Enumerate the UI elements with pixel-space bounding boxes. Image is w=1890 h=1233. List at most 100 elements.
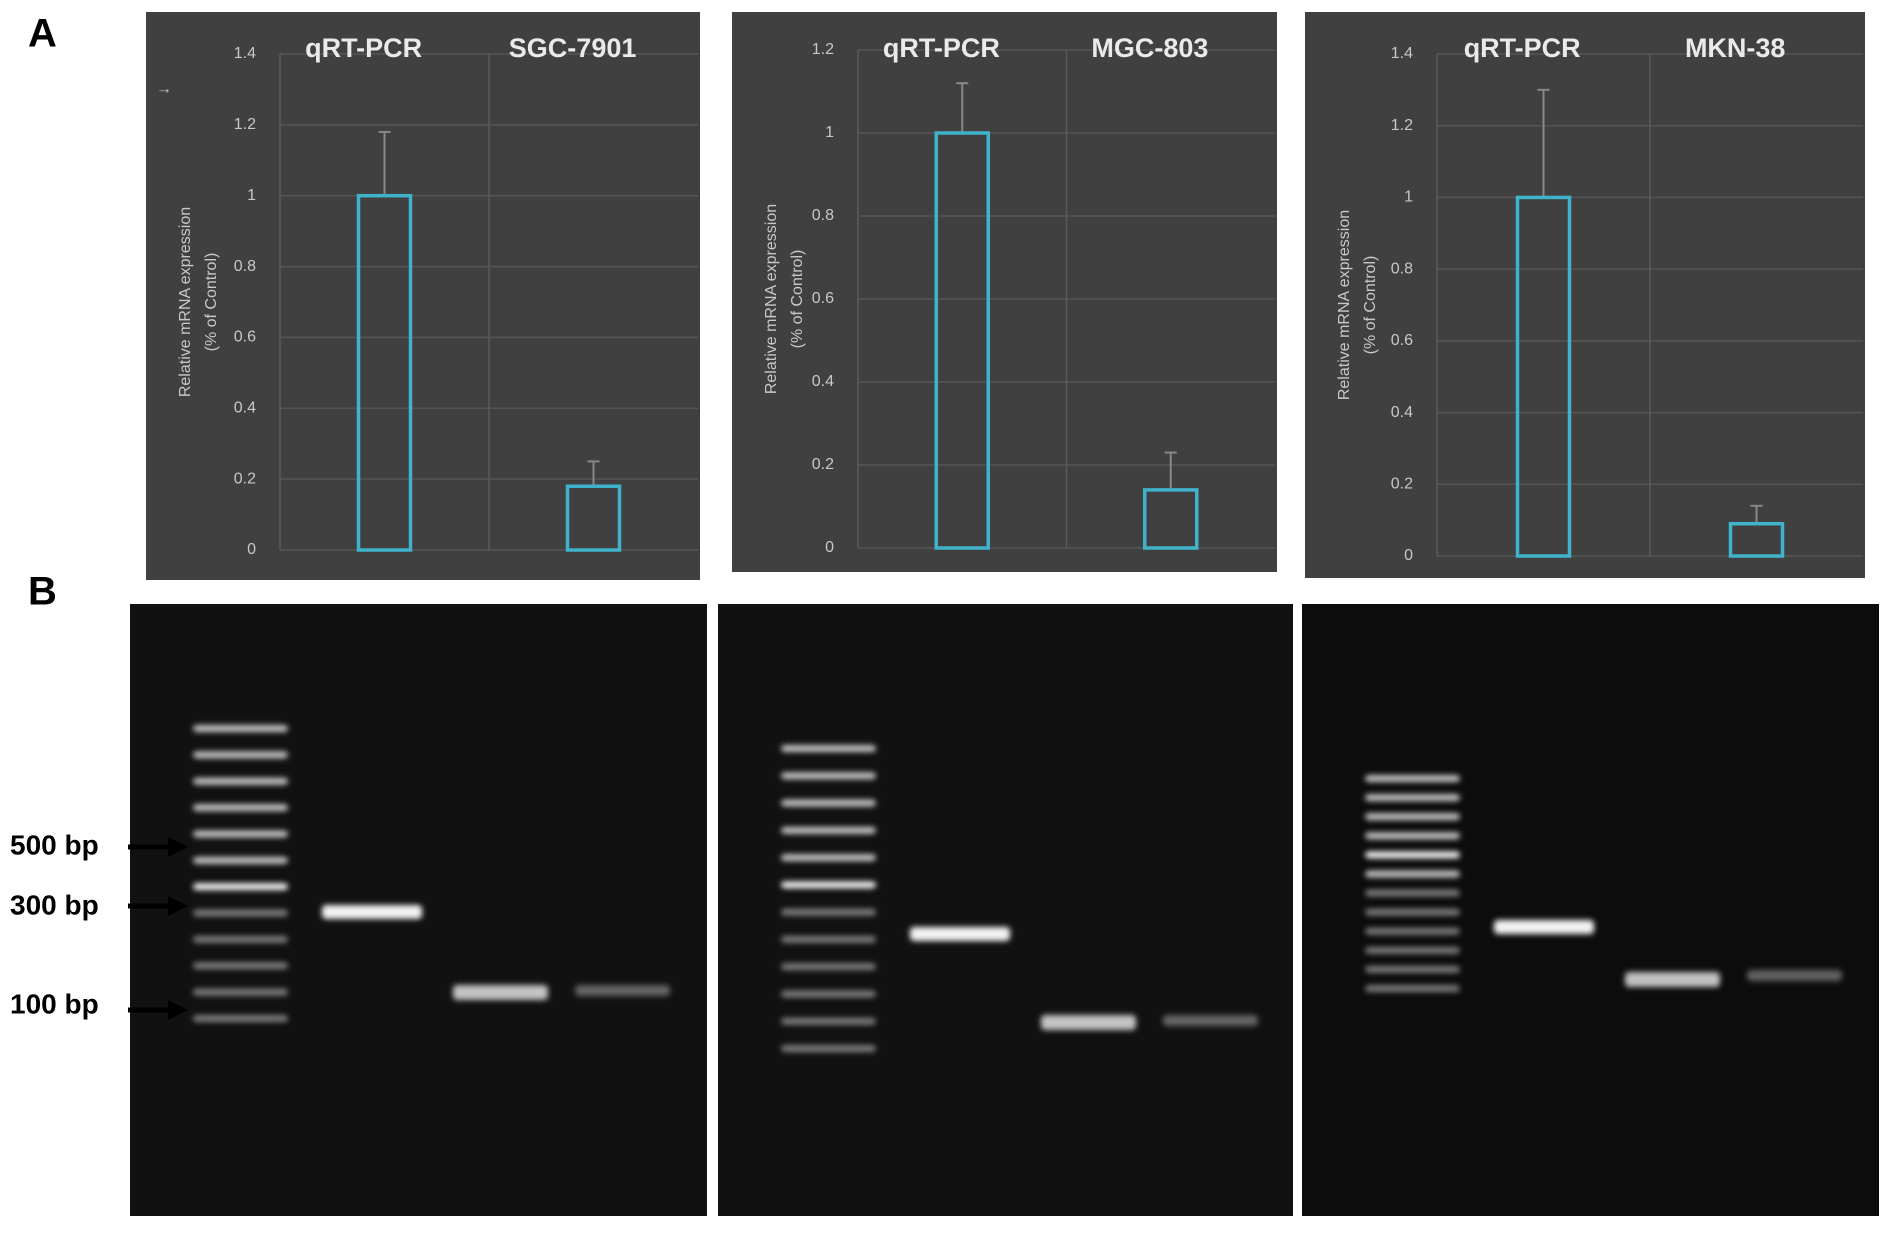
gel-band [1365,794,1460,802]
y-tick-label: 0.4 [812,373,834,390]
gel-band [193,909,288,917]
y-tick-label: 0.8 [234,258,256,275]
panel-label: A [28,12,57,56]
y-tick-label: 0.4 [1391,404,1413,421]
gel-band [1365,908,1460,916]
gel-band [781,908,876,916]
y-tick-label: 1.4 [234,45,256,62]
chart-background [146,12,700,580]
gel-band [781,990,876,998]
gel-band [1747,970,1842,981]
gel-band [1365,889,1460,897]
y-tick-label: 0.4 [234,400,256,417]
gel-band [193,988,288,996]
y-tick-label: 1 [247,187,256,204]
gel-band [575,985,670,996]
y-tick-label: 0.2 [234,470,256,487]
y-axis-label: Relative mRNA expression [177,207,194,397]
y-axis-label: (% of Control) [203,253,220,352]
marker-label: 300 bp [10,889,99,920]
y-tick-label: 0.8 [1391,260,1413,277]
gel-band [1365,813,1460,821]
gel-band [781,745,876,752]
gel-band [781,799,876,807]
gel-band [781,854,876,862]
gel-band [781,1045,876,1052]
gel-band [781,881,876,889]
gel-band [193,935,288,943]
gel-band [193,883,288,891]
gel-band [453,985,548,1000]
gel-band [193,1015,288,1022]
y-tick-label: 0.6 [234,329,256,346]
gel-band [781,826,876,834]
gel-band [193,777,288,785]
bar [356,193,413,552]
bar [934,131,990,550]
y-tick-label: 1 [1404,189,1413,206]
bar [1143,488,1199,550]
gel-band [193,751,288,759]
marker-arrows [128,837,188,1020]
gel-panel [718,604,1293,1216]
y-tick-label: 1 [825,124,834,141]
chart-title: qRT-PCR [305,33,422,63]
bar [1728,521,1785,558]
y-tick-label: 1.2 [812,41,834,58]
bar [565,484,622,552]
y-tick-label: 1.4 [1391,45,1413,62]
y-tick-label: 0.2 [812,456,834,473]
gel-band [1365,985,1460,992]
chart: 0 0.2 0.4 0.6 0.8 1 1.2 1.4 qRT-PCR SGC-7901 Relat… [146,12,700,580]
y-tick-label: 0 [1404,547,1413,564]
gel-band [1365,851,1460,859]
chart-background [1305,12,1865,578]
gel-band [322,905,422,919]
gel-band [193,962,288,970]
y-tick-label: 1.2 [1391,117,1413,134]
y-tick-label: 1.2 [234,116,256,133]
gel-band [193,725,288,732]
y-axis-label: (% of Control) [1362,256,1379,355]
chart: 0 0.2 0.4 0.6 0.8 1 1.2 1.4 qRT-PCR MKN-38 Relativ… [1305,12,1865,578]
y-axis-label: (% of Control) [789,250,806,349]
gel-band [193,830,288,838]
gel-band [1041,1015,1136,1030]
y-axis-label: Relative mRNA expression [1336,210,1353,400]
gel-band [910,927,1010,941]
y-tick-label: 0 [247,541,256,558]
y-tick-label: 0.6 [812,290,834,307]
chart-title: qRT-PCR [883,33,1000,63]
marker-label: 500 bp [10,829,99,860]
panel-label: B [28,570,57,614]
gel-band [781,963,876,971]
y-tick-label: 0 [825,539,834,556]
gel-band [193,856,288,864]
chart-background [732,12,1277,572]
y-axis-label: Relative mRNA expression [763,204,780,394]
arrow-mark: → [156,81,172,98]
gel-band [1365,946,1460,954]
gel-panel [1302,604,1879,1216]
gel-band [1625,972,1720,987]
gel-band [781,935,876,943]
gel-band [193,804,288,812]
chart-subtitle: MGC-803 [1091,33,1208,63]
gel-band [781,772,876,780]
chart-subtitle: MKN-38 [1685,33,1786,63]
y-tick-label: 0.8 [812,207,834,224]
gel-band [781,1017,876,1025]
gel-band [1365,775,1460,782]
y-tick-label: 0.6 [1391,332,1413,349]
y-tick-label: 0.2 [1391,476,1413,493]
gel-band [1494,920,1594,934]
gel-band [1365,965,1460,973]
bar [1515,195,1572,558]
marker-label: 100 bp [10,988,99,1019]
chart-subtitle: SGC-7901 [509,33,637,63]
chart-title: qRT-PCR [1464,33,1581,63]
gel-panel [130,604,707,1216]
gel-band [1365,927,1460,935]
gel-band [1365,832,1460,840]
